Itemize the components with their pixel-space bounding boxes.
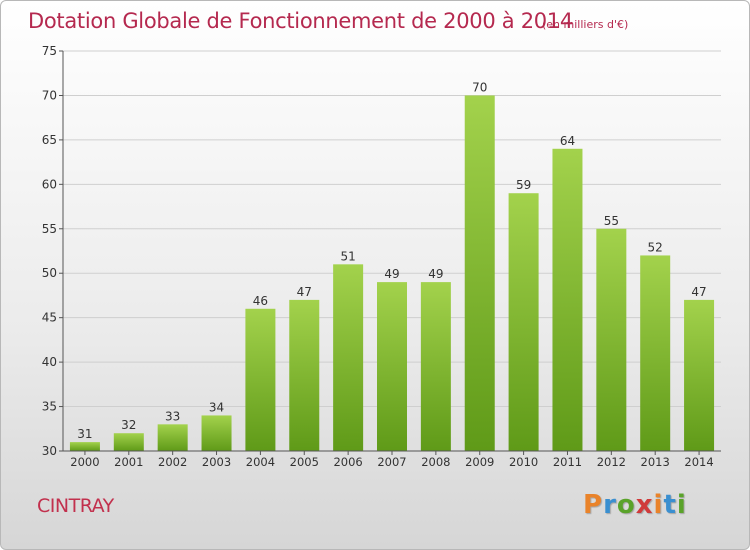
bar <box>245 308 276 451</box>
logo-letter: r <box>603 490 617 520</box>
x-tick-label: 2008 <box>421 455 450 469</box>
x-tick-label: 2005 <box>290 455 319 469</box>
bar <box>201 415 232 451</box>
logo-letter: o <box>616 490 636 520</box>
data-label: 46 <box>253 294 268 308</box>
y-tick-label: 50 <box>42 266 57 280</box>
x-tick-label: 2009 <box>465 455 494 469</box>
x-tick-label: 2001 <box>114 455 143 469</box>
bar <box>113 433 144 451</box>
data-labels: 31 32 33 34 46 47 51 49 49 70 59 64 55 52 47 <box>77 80 706 441</box>
data-label: 64 <box>560 134 575 148</box>
bar <box>69 442 100 451</box>
y-tick-label: 70 <box>42 88 57 102</box>
x-tick-label: 2010 <box>509 455 538 469</box>
bar <box>333 264 364 451</box>
data-label: 33 <box>165 409 180 423</box>
x-tick-label: 2000 <box>70 455 99 469</box>
chart-subtitle: (en milliers d'€) <box>542 18 629 31</box>
data-label: 52 <box>648 240 663 254</box>
data-label: 55 <box>604 214 619 228</box>
data-label: 70 <box>472 80 487 94</box>
bars <box>69 95 715 451</box>
data-label: 32 <box>121 418 136 432</box>
data-label: 59 <box>516 178 531 192</box>
bar <box>377 282 407 451</box>
y-tick-label: 35 <box>42 400 57 414</box>
bar <box>508 193 539 451</box>
logo-letter: t <box>663 490 677 520</box>
x-tick-label: 2003 <box>202 455 231 469</box>
y-tick-label: 60 <box>42 177 57 191</box>
bar <box>289 299 320 451</box>
data-label: 47 <box>691 285 706 299</box>
x-tick-label: 2011 <box>553 455 582 469</box>
data-label: 49 <box>384 267 399 281</box>
data-label: 47 <box>297 285 312 299</box>
y-tick-label: 30 <box>42 444 57 458</box>
proxiti-logo: Proxiti <box>583 490 687 520</box>
bar <box>596 228 627 451</box>
x-tick-label: 2004 <box>246 455 275 469</box>
data-label: 49 <box>428 267 443 281</box>
y-tick-label: 45 <box>42 311 57 325</box>
data-label: 51 <box>340 249 355 263</box>
x-tick-label: 2013 <box>641 455 670 469</box>
logo-letter: i <box>653 490 664 520</box>
bar <box>552 148 583 451</box>
y-tick-label: 40 <box>42 355 57 369</box>
x-tick-label: 2007 <box>377 455 406 469</box>
bar <box>640 255 671 451</box>
x-tick-label: 2012 <box>597 455 626 469</box>
chart-title: Dotation Globale de Fonctionnement de 20… <box>28 9 573 33</box>
y-tick-label: 65 <box>42 133 57 147</box>
bar <box>157 424 188 451</box>
place-name: CINTRAY <box>37 495 114 517</box>
bar <box>464 95 495 451</box>
x-tick-label: 2002 <box>158 455 187 469</box>
y-tick-label: 75 <box>42 44 57 58</box>
logo-letter: i <box>676 490 687 520</box>
x-tick-label: 2006 <box>333 455 362 469</box>
bar <box>684 299 715 451</box>
data-label: 31 <box>77 427 92 441</box>
logo-letter: P <box>583 490 604 520</box>
data-label: 34 <box>209 400 224 414</box>
y-tick-label: 55 <box>42 222 57 236</box>
bar <box>420 282 451 451</box>
logo-letter: x <box>635 490 654 520</box>
x-tick-label: 2014 <box>684 455 713 469</box>
axes: 30 35 40 45 50 55 60 65 70 75 2000 2001 2002 2003 2004… <box>42 44 721 469</box>
